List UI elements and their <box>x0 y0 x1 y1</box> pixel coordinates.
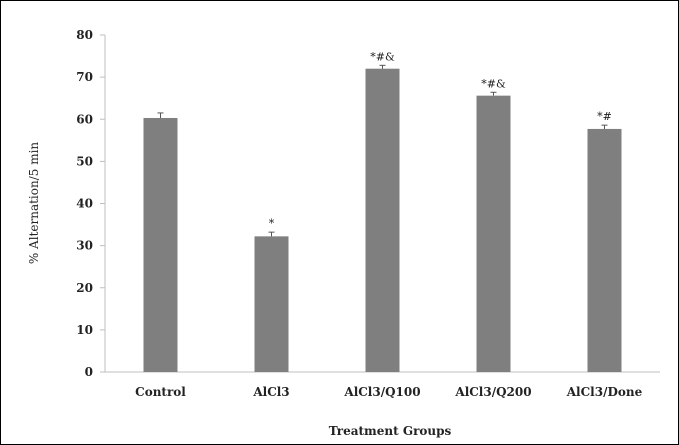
y-tick-label: 40 <box>76 197 93 211</box>
y-tick-label: 80 <box>76 28 93 42</box>
significance-label: * <box>269 217 275 230</box>
significance-label: *#& <box>370 50 395 63</box>
bar <box>365 68 400 372</box>
significance-label: *# <box>597 110 612 123</box>
x-axis-title: Treatment Groups <box>329 424 452 438</box>
y-tick-label: 20 <box>76 281 93 295</box>
x-tick-label: AlCl3/Q100 <box>343 385 420 399</box>
x-tick-label: Control <box>135 385 186 399</box>
bar <box>254 236 289 372</box>
y-tick-label: 0 <box>85 365 93 379</box>
bar <box>476 95 511 372</box>
significance-label: *#& <box>481 77 506 90</box>
y-tick-label: 60 <box>76 112 93 126</box>
y-tick-label: 50 <box>76 154 93 168</box>
bar <box>587 128 622 372</box>
x-tick-label: AlCl3/Q200 <box>454 385 531 399</box>
x-tick-label: AlCl3 <box>252 385 289 399</box>
y-axis-title: % Alternation/5 min <box>27 142 41 265</box>
y-tick-label: 30 <box>76 239 93 253</box>
x-tick-label: AlCl3/Done <box>566 385 643 399</box>
bar <box>143 117 178 372</box>
y-tick-label: 10 <box>76 323 93 337</box>
y-tick-label: 70 <box>76 70 93 84</box>
